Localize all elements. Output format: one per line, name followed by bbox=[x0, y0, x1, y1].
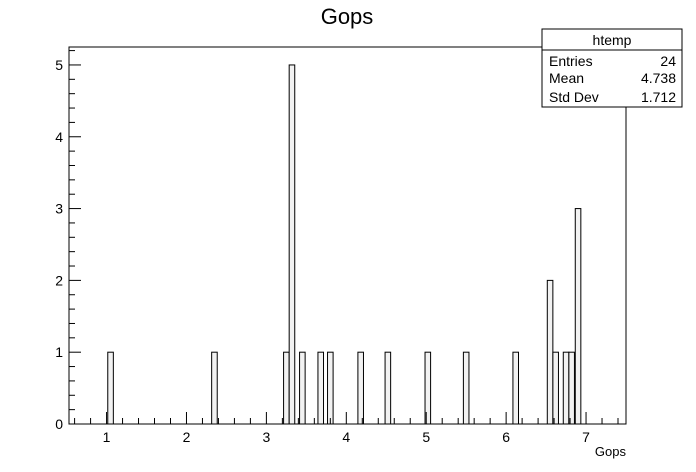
y-tick-label: 2 bbox=[55, 272, 63, 288]
stats-stddev-label: Std Dev bbox=[549, 89, 599, 105]
x-tick-label: 7 bbox=[582, 429, 590, 445]
stats-entries-label: Entries bbox=[549, 53, 593, 69]
histogram-bar bbox=[317, 351, 325, 425]
x-tick-label: 5 bbox=[422, 429, 430, 445]
histogram-bar bbox=[568, 351, 575, 425]
x-tick-label: 4 bbox=[342, 429, 350, 445]
y-tick-label: 5 bbox=[55, 57, 63, 73]
x-tick-label: 1 bbox=[103, 429, 111, 445]
histogram-bar bbox=[357, 351, 364, 425]
histogram-bar bbox=[562, 351, 570, 425]
stats-box-title: htemp bbox=[593, 32, 632, 48]
stats-box-frame bbox=[541, 28, 683, 108]
y-tick-label: 3 bbox=[55, 201, 63, 217]
stats-entries-value: 24 bbox=[660, 53, 676, 69]
histogram-bar bbox=[546, 279, 554, 425]
histogram-bar bbox=[552, 351, 559, 425]
y-axis: 0 1 2 3 4 5 bbox=[55, 50, 81, 432]
x-axis-label: Gops bbox=[595, 444, 627, 459]
histogram-bars bbox=[107, 64, 582, 425]
y-tick-label: 1 bbox=[55, 344, 63, 360]
y-tick-label: 0 bbox=[55, 416, 63, 432]
stats-mean-label: Mean bbox=[549, 70, 584, 86]
histogram-bar bbox=[327, 351, 334, 425]
x-tick-label: 2 bbox=[183, 429, 191, 445]
x-axis: 1 2 3 4 5 6 7 bbox=[74, 412, 619, 445]
chart-title: Gops bbox=[321, 4, 374, 29]
y-tick-label: 4 bbox=[55, 129, 63, 145]
plot-frame bbox=[68, 46, 627, 425]
x-tick-label: 6 bbox=[502, 429, 510, 445]
histogram-bar bbox=[424, 351, 432, 425]
x-tick-label: 3 bbox=[262, 429, 270, 445]
histogram-bar bbox=[288, 64, 296, 425]
histogram-bar bbox=[211, 351, 218, 425]
histogram-bar bbox=[462, 351, 470, 425]
stats-stddev-value: 1.712 bbox=[641, 89, 676, 105]
stats-mean-value: 4.738 bbox=[641, 70, 676, 86]
histogram-bar bbox=[299, 351, 306, 425]
histogram-bar bbox=[512, 351, 520, 425]
histogram-bar bbox=[574, 208, 582, 425]
histogram-bar bbox=[283, 351, 290, 425]
histogram-bar bbox=[107, 351, 114, 425]
stats-box: htemp Entries 24 Mean 4.738 Std Dev 1.71… bbox=[541, 28, 683, 108]
histogram-bar bbox=[384, 351, 392, 425]
